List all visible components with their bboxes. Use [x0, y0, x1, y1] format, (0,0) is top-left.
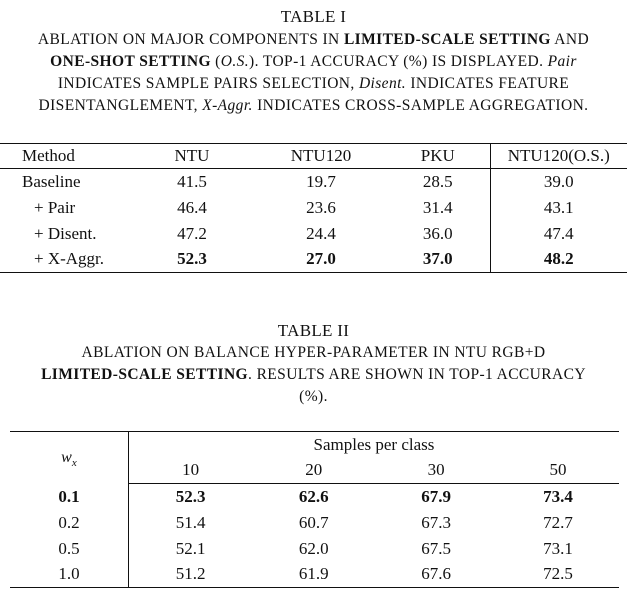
table2-param-header: wx [10, 431, 129, 484]
table2-group-header: Samples per class [313, 434, 435, 454]
table2-cell: 62.0 [298, 538, 329, 558]
table1-cell: 28.5 [422, 171, 453, 191]
table1-title: TABLE I [280, 7, 347, 26]
table1: Method NTU NTU120 PKU NTU120(O.S.) Basel… [0, 143, 627, 273]
table2-cell: 67.3 [421, 512, 451, 532]
table2-cell: 52.3 [175, 486, 206, 506]
table2-cell: 52.1 [175, 538, 206, 558]
table1-cell: 23.6 [306, 197, 336, 217]
table2-cell: 0.2 [10, 509, 129, 536]
table1-cell: 41.5 [177, 171, 207, 191]
table1-cell: 19.7 [306, 171, 336, 191]
table1-header-ntu120-os: NTU120(O.S.) [489, 143, 627, 169]
table-row: 1.0 51.2 61.9 67.6 72.5 [10, 561, 619, 588]
table2-cell: 62.6 [298, 486, 329, 506]
table2-cell: 0.5 [10, 535, 129, 562]
table2: wx Samples per class 10 20 30 50 0.1 52.… [10, 431, 619, 588]
table1-cell: 47.2 [177, 223, 207, 243]
table2-cell: 67.5 [421, 538, 451, 558]
table2-cell: 51.4 [175, 512, 206, 532]
table2-cell: 1.0 [10, 561, 129, 588]
table-row: + Pair 46.4 23.6 31.4 43.1 [0, 194, 627, 221]
table-row: + Disent. 47.2 24.4 36.0 47.4 [0, 220, 627, 247]
table1-cell: 39.0 [489, 168, 627, 195]
table1-header-pku: PKU [386, 143, 490, 169]
table2-cell: 51.2 [128, 561, 253, 588]
table2-header-10: 10 [128, 457, 253, 484]
table2-caption: ABLATION ON BALANCE HYPER-PARAMETER IN N… [41, 344, 586, 405]
table1-header-ntu120: NTU120 [256, 143, 386, 169]
table1-cell: + Pair [34, 197, 76, 217]
table1-cell: 37.0 [422, 249, 453, 269]
table-row: 0.5 52.1 62.0 67.5 73.1 [10, 535, 619, 562]
table-row: 0.1 52.3 62.6 67.9 73.4 [10, 483, 619, 510]
table2-header-row: 10 20 30 50 [10, 457, 619, 484]
table2-header-30: 30 [375, 457, 498, 484]
table2-cell: 0.1 [10, 483, 129, 510]
table1-cell: + X-Aggr. [34, 249, 105, 269]
table2-header-50: 50 [497, 457, 619, 484]
table1-cell: 27.0 [306, 249, 336, 269]
table2-title: TABLE II [277, 321, 350, 340]
table1-header-ntu: NTU [128, 143, 256, 169]
table2-group-header-row: wx Samples per class [10, 431, 619, 484]
table2-cell: 72.7 [543, 512, 573, 532]
table1-caption: ABLATION ON MAJOR COMPONENTS IN LIMITED-… [37, 31, 590, 114]
table1-cell: Baseline [22, 171, 81, 191]
table1-cell: 48.2 [489, 246, 627, 273]
table-row: 0.2 51.4 60.7 67.3 72.7 [10, 509, 619, 536]
table-row: Baseline 41.5 19.7 28.5 39.0 [0, 168, 627, 195]
table1-cell: + Disent. [34, 223, 97, 243]
table1-cell: 43.1 [489, 194, 627, 221]
table1-cell: 31.4 [422, 197, 453, 217]
table1-cell: 47.4 [489, 220, 627, 247]
table2-cell: 72.5 [497, 561, 619, 588]
table1-header-row: Method NTU NTU120 PKU NTU120(O.S.) [0, 143, 627, 169]
table2-cell: 61.9 [252, 561, 376, 588]
table1-cell: 24.4 [306, 223, 336, 243]
table2-cell: 73.4 [543, 486, 573, 506]
table2-cell: 67.9 [421, 486, 451, 506]
table2-cell: 67.6 [375, 561, 498, 588]
table2-cell: 60.7 [298, 512, 329, 532]
table1-cell: 36.0 [422, 223, 453, 243]
table-row: + X-Aggr. 52.3 27.0 37.0 48.2 [0, 246, 627, 273]
table1-cell: 52.3 [177, 249, 207, 269]
table2-cell: 73.1 [543, 538, 573, 558]
table2-header-20: 20 [252, 457, 376, 484]
table1-header-method: Method [0, 143, 128, 169]
table1-cell: 46.4 [177, 197, 207, 217]
